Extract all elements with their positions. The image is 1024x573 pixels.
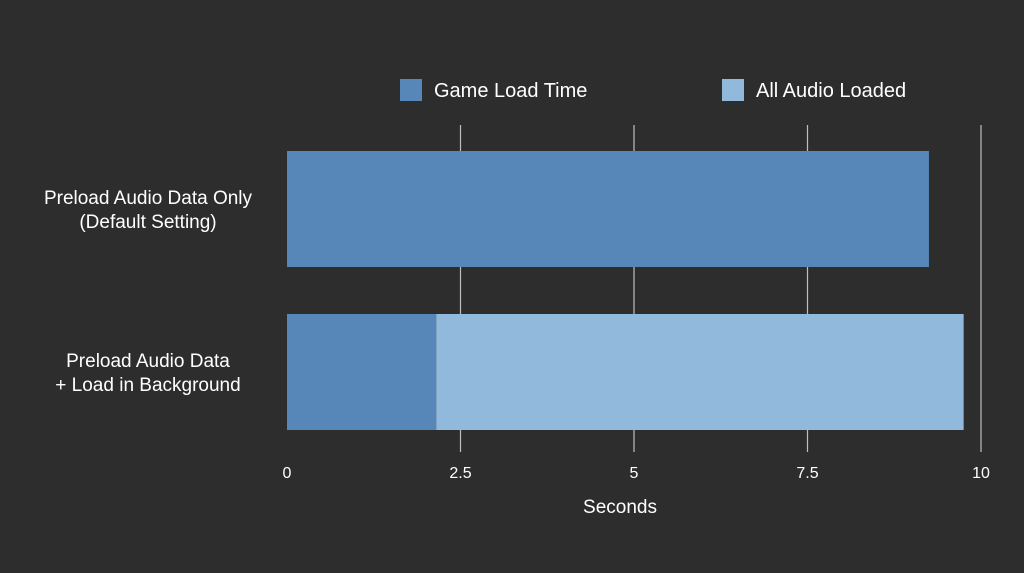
legend-label-1: Game Load Time bbox=[434, 80, 587, 102]
bar-2-series-1 bbox=[287, 314, 437, 430]
x-tick-label-4: 10 bbox=[972, 465, 990, 482]
x-axis-title: Seconds bbox=[583, 497, 657, 518]
x-tick-label-1: 2.5 bbox=[449, 465, 471, 482]
legend-label-2: All Audio Loaded bbox=[756, 80, 906, 102]
bar-2-series-2 bbox=[436, 314, 964, 430]
legend-swatch-2 bbox=[722, 79, 744, 101]
legend-swatch-1 bbox=[400, 79, 422, 101]
x-tick-label-0: 0 bbox=[283, 465, 292, 482]
category-label-1-line-1: Preload Audio Data Only bbox=[44, 188, 253, 209]
category-label-2-line-1: Preload Audio Data bbox=[66, 351, 230, 372]
bar-1-series-1 bbox=[287, 151, 929, 267]
category-label-1-line-2: (Default Setting) bbox=[79, 212, 216, 233]
x-tick-label-3: 7.5 bbox=[796, 465, 818, 482]
x-tick-label-2: 5 bbox=[630, 465, 639, 482]
category-label-2-line-2: + Load in Background bbox=[55, 375, 240, 396]
